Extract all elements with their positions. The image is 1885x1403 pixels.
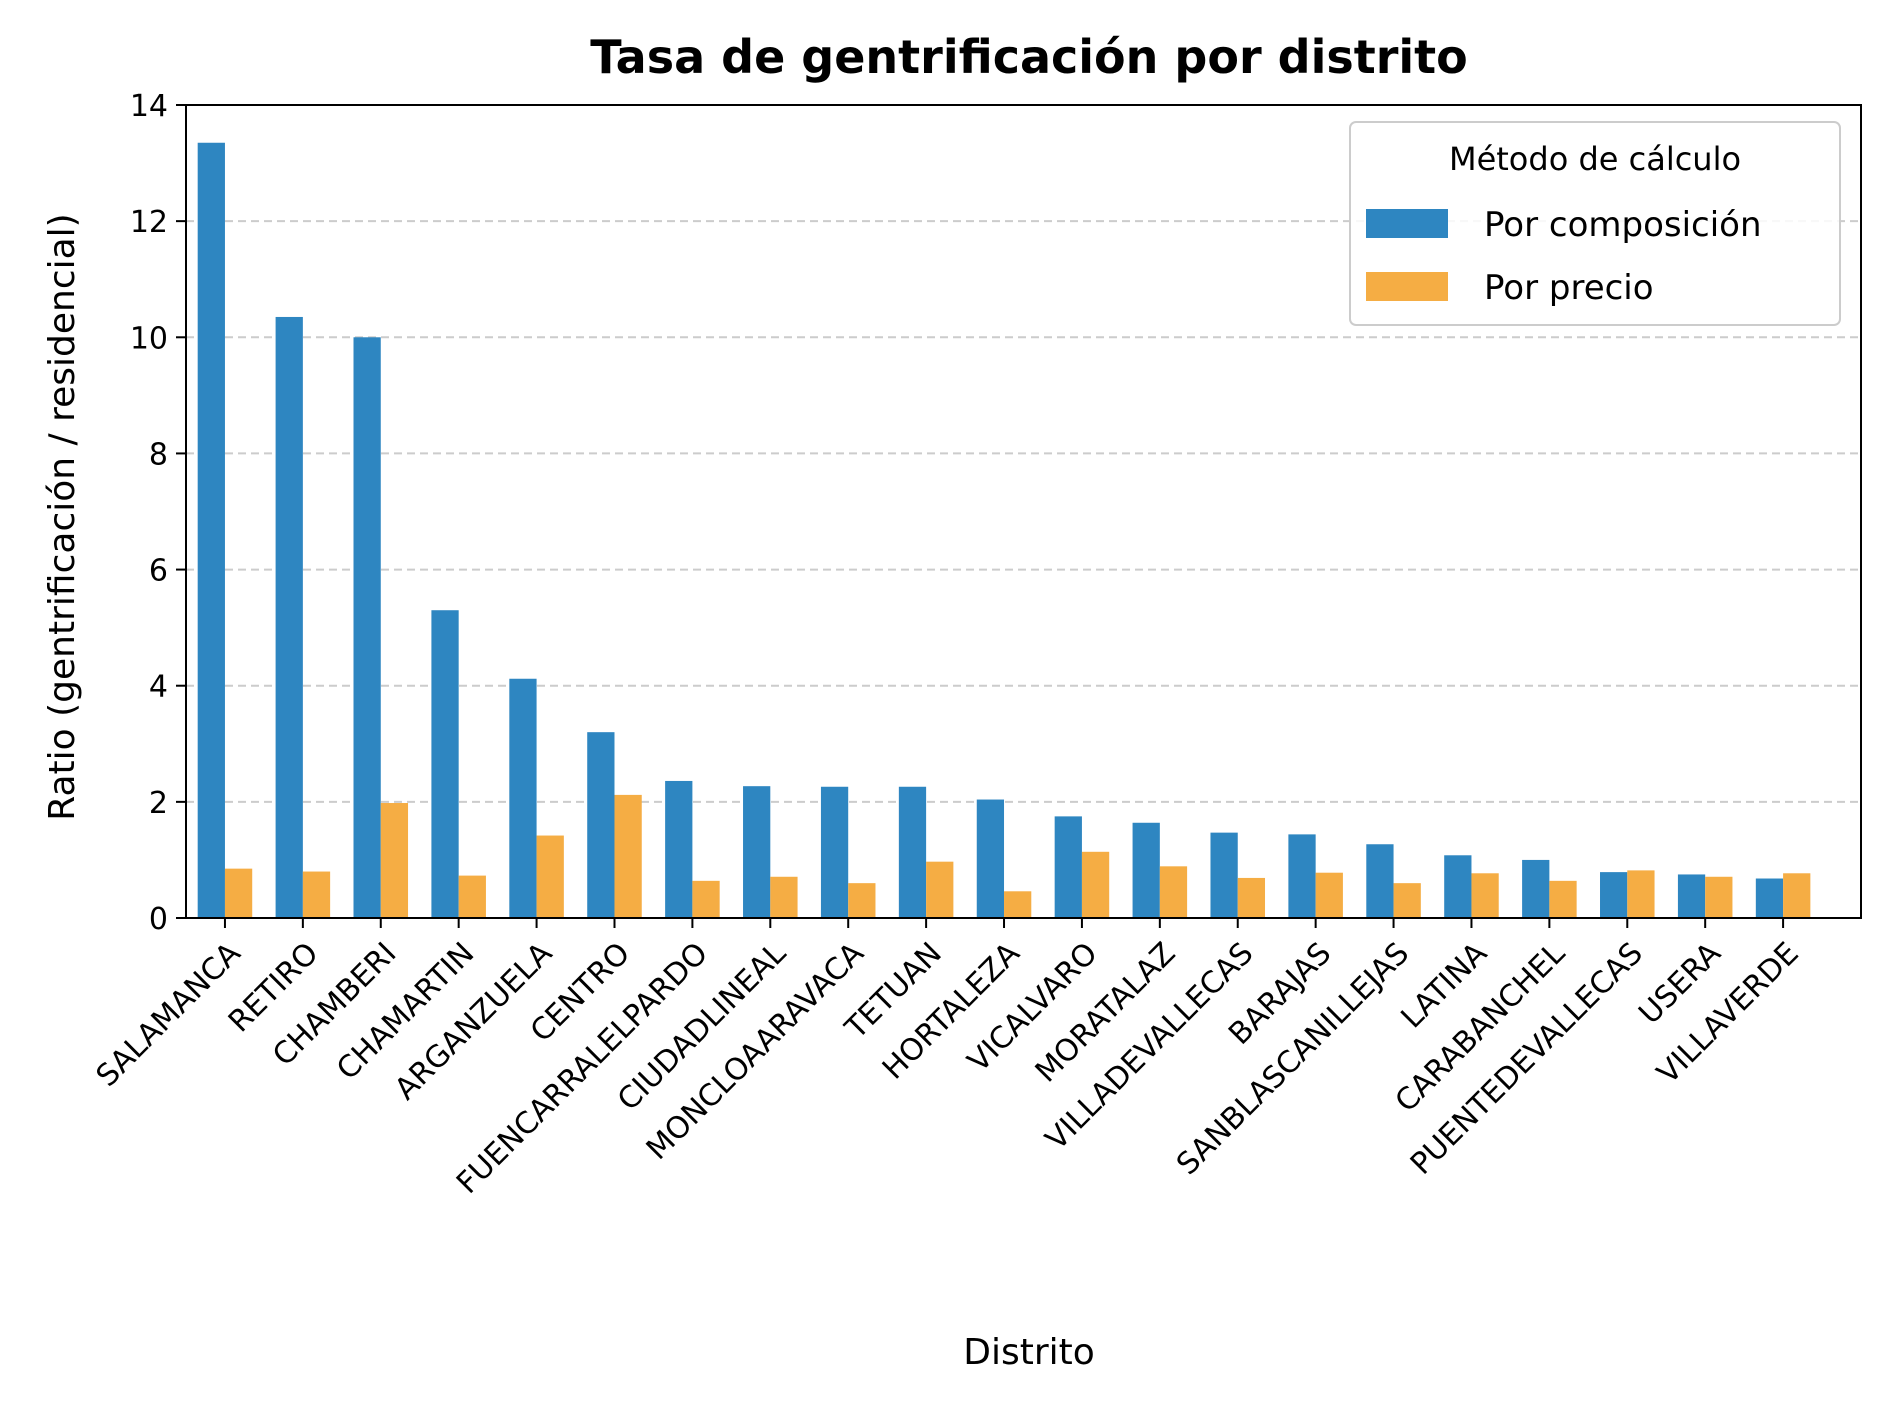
y-tick-label: 6 — [149, 554, 168, 589]
bar-por-composicion-centro — [587, 732, 615, 918]
bar-por-precio-centro — [614, 794, 642, 918]
bar-por-precio-barajas — [1315, 872, 1343, 918]
chart-title: Tasa de gentrificación por distrito — [590, 30, 1468, 84]
bar-por-composicion-retiro — [275, 316, 303, 919]
bar-por-precio-arganzuela — [536, 835, 564, 918]
bar-por-composicion-moratalaz — [1132, 822, 1160, 918]
legend-swatch-por-composicion — [1366, 209, 1448, 238]
bar-por-precio-fuencarralelpardo — [692, 880, 720, 918]
bar-por-precio-moncloaaravaca — [848, 883, 876, 918]
bar-por-precio-tetuan — [926, 861, 954, 918]
bar-por-precio-villaverde — [1783, 873, 1811, 918]
y-tick-label: 0 — [149, 902, 168, 937]
bar-por-composicion-tetuan — [898, 786, 927, 918]
bar-por-composicion-fuencarralelpardo — [665, 780, 693, 918]
y-tick-label: 2 — [149, 786, 168, 821]
bar-por-composicion-latina — [1444, 855, 1472, 918]
bar-por-precio-villadevallecas — [1237, 877, 1266, 918]
legend-swatch-por-precio — [1366, 272, 1448, 301]
bar-por-precio-chamartin — [458, 875, 486, 918]
bar-por-precio-retiro — [302, 871, 331, 918]
bar-por-composicion-villadevallecas — [1210, 832, 1238, 918]
bar-por-composicion-chamartin — [431, 610, 459, 918]
y-tick-label: 10 — [130, 321, 168, 356]
bar-por-composicion-sanblascanillejas — [1366, 844, 1394, 918]
bar-por-composicion-carabanchel — [1522, 859, 1550, 918]
legend-label-por-composicion: Por composición — [1484, 205, 1762, 245]
bar-por-precio-salamanca — [224, 868, 253, 918]
bar-por-precio-chamberi — [380, 803, 409, 918]
legend-title: Método de cálculo — [1449, 140, 1741, 178]
bar-por-precio-hortaleza — [1004, 891, 1032, 918]
plot-frame — [185, 104, 1862, 919]
legend-box — [1349, 121, 1841, 326]
bar-por-composicion-arganzuela — [509, 678, 537, 918]
bar-por-precio-carabanchel — [1549, 880, 1577, 918]
y-tick-label: 14 — [130, 89, 168, 124]
bar-por-composicion-puentedevallecas — [1600, 872, 1628, 918]
bar-por-precio-moratalaz — [1159, 866, 1188, 918]
bar-por-composicion-hortaleza — [976, 799, 1005, 918]
bars — [197, 142, 1811, 919]
y-tick-label: 8 — [149, 437, 168, 472]
bar-por-composicion-ciudadlineal — [743, 786, 771, 918]
bar-por-composicion-villaverde — [1755, 878, 1784, 918]
bar-por-composicion-barajas — [1288, 834, 1316, 918]
bar-por-precio-vicalvaro — [1081, 851, 1110, 918]
y-tick-label: 12 — [130, 205, 168, 240]
bar-por-composicion-vicalvaro — [1054, 816, 1082, 918]
x-axis-label: Distrito — [963, 1332, 1095, 1373]
bar-por-composicion-salamanca — [197, 142, 225, 918]
bar-por-composicion-moncloaaravaca — [820, 786, 849, 918]
grid-lines — [186, 220, 1861, 803]
bar-por-precio-latina — [1471, 873, 1499, 918]
bar-por-composicion-chamberi — [353, 337, 381, 918]
bar-por-precio-sanblascanillejas — [1393, 883, 1421, 918]
y-tick-label: 4 — [149, 670, 168, 705]
y-axis: 0 2 4 6 8 10 12 14 — [130, 89, 186, 937]
bar-por-precio-usera — [1705, 876, 1733, 918]
bar-por-precio-ciudadlineal — [770, 876, 798, 918]
y-axis-label: Ratio (gentrificación / residencial) — [42, 213, 83, 820]
x-axis: SALAMANCARETIROCHAMBERICHAMARTINARGANZUE… — [90, 918, 1806, 1201]
bar-por-precio-puentedevallecas — [1627, 870, 1655, 918]
legend-label-por-precio: Por precio — [1484, 268, 1654, 308]
bar-por-composicion-usera — [1677, 874, 1706, 918]
legend: Método de cálculo Por composición Por pr… — [1349, 121, 1841, 326]
